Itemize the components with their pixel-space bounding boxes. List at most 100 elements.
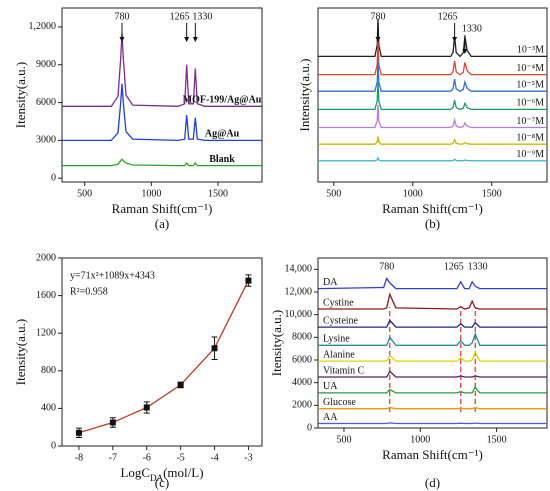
data-point	[177, 381, 184, 388]
spectrum-line	[318, 386, 547, 394]
x-tick-label: -4	[210, 452, 218, 463]
plot-frame	[61, 7, 263, 183]
series-label: Vitamin C	[323, 365, 365, 376]
data-point	[109, 419, 116, 426]
peak-annotation: 1265	[438, 11, 458, 22]
series-label: Lysine	[323, 334, 350, 345]
spectrum-line	[318, 406, 547, 410]
data-point	[143, 404, 150, 411]
y-tick-label: 6000	[292, 354, 312, 365]
spectrum-line	[318, 60, 547, 92]
spectrum-line	[318, 319, 547, 328]
spectrum-line	[317, 276, 547, 290]
x-tick-label: 1000	[410, 434, 430, 445]
peak-annotation: 780	[115, 11, 130, 22]
x-tick-label: 1500	[487, 434, 507, 445]
plot-frame	[317, 257, 548, 429]
series-label: Cysteine	[323, 315, 359, 326]
y-tick-label: 2000	[292, 400, 312, 411]
y-tick-label: 10,000	[285, 309, 313, 320]
series-label: MOF-199/Ag@Au	[183, 95, 262, 106]
x-tick-label: 500	[336, 434, 351, 445]
spectrum-line	[62, 158, 262, 167]
peak-annotation: 1265	[170, 11, 190, 22]
spectrum-line	[318, 82, 547, 111]
y-tick-label: 400	[41, 403, 56, 414]
x-tick-label: -6	[143, 452, 151, 463]
y-axis-label: Itensity(a.u.)	[269, 310, 284, 376]
x-axis-label: Raman Shift(cm⁻¹)	[382, 447, 483, 462]
y-tick-label: 9000	[36, 59, 56, 70]
series-label: Glucose	[323, 397, 356, 408]
plot-frame	[317, 7, 548, 183]
y-tick-label: 0	[51, 173, 56, 184]
x-axis-label-part: (mol/L)	[163, 465, 203, 480]
spectrum-line	[318, 332, 547, 346]
x-tick-label: 1500	[482, 188, 502, 199]
peak-annotation: 1330	[462, 23, 482, 34]
x-tick-label: -5	[176, 452, 184, 463]
plot-frame	[61, 257, 263, 447]
spectrum-line	[318, 155, 547, 162]
y-tick-label: 14,000	[285, 264, 313, 275]
spectrum-line	[62, 83, 262, 142]
series-label: AA	[323, 412, 338, 423]
peak-arrow-head	[452, 37, 458, 42]
series-label: 10⁻⁴M	[516, 63, 544, 74]
peak-arrow-head	[184, 37, 190, 42]
panel-label: (a)	[155, 216, 169, 231]
spectrum-line	[318, 292, 547, 310]
peak-arrow-head	[375, 37, 381, 42]
x-tick-label: 1500	[208, 188, 228, 199]
spectrum-line	[318, 18, 547, 58]
data-point	[211, 345, 218, 352]
data-point	[245, 277, 252, 284]
x-axis-label: Raman Shift(cm⁻¹)	[382, 201, 483, 216]
peak-arrow-head	[192, 37, 198, 42]
series-label: 10⁻³M	[517, 45, 544, 56]
panel-label: (d)	[425, 475, 440, 490]
y-axis-label: Intensity(a.u.)	[297, 59, 312, 132]
x-axis-label-part: LogC	[120, 465, 150, 480]
x-axis-label: LogCDA(mol/L)	[120, 465, 203, 483]
y-tick-label: 3000	[36, 135, 56, 146]
x-tick-label: 500	[77, 188, 92, 199]
x-tick-label: -3	[244, 452, 252, 463]
x-tick-label: 500	[326, 188, 341, 199]
series-label: 10⁻⁸M	[516, 132, 544, 143]
series-label: 10⁻⁵M	[516, 80, 544, 91]
y-tick-label: 12,000	[285, 286, 313, 297]
series-label: 10⁻⁷M	[516, 116, 544, 127]
spectrum-line	[318, 370, 547, 378]
series-label: UA	[323, 381, 338, 392]
y-tick-label: 1,2000	[29, 21, 57, 32]
data-point	[75, 429, 82, 436]
peak-arrow-head	[119, 37, 125, 42]
spectrum-line	[318, 41, 547, 76]
peak-annotation: 1330	[468, 261, 488, 272]
fit-annotation: R²=0.958	[70, 286, 108, 297]
y-tick-label: 1600	[36, 290, 56, 301]
fit-line	[78, 280, 249, 434]
spectrum-line	[318, 422, 547, 425]
peak-arrow-head	[462, 49, 468, 54]
peak-annotation: 780	[379, 261, 394, 272]
y-tick-label: 4000	[292, 377, 312, 388]
series-label: Cystine	[323, 297, 354, 308]
peak-annotation: 1330	[192, 11, 212, 22]
x-axis-label: Raman Shift(cm⁻¹)	[112, 201, 213, 216]
series-label: Blank	[209, 154, 235, 165]
series-label: DA	[323, 277, 338, 288]
x-tick-label: 1000	[141, 188, 161, 199]
y-tick-label: 1200	[36, 327, 56, 338]
series-label: Alanine	[323, 349, 355, 360]
series-label: 10⁻⁹M	[516, 149, 544, 160]
y-tick-label: 800	[41, 365, 56, 376]
y-tick-label: 6000	[36, 97, 56, 108]
panel-label: (b)	[425, 216, 440, 231]
spectrum-line	[318, 104, 547, 129]
panel-label: (c)	[155, 475, 169, 490]
x-axis-label-part: DA	[150, 473, 163, 483]
peak-annotation: 1265	[444, 261, 464, 272]
y-tick-label: 2000	[36, 252, 56, 263]
